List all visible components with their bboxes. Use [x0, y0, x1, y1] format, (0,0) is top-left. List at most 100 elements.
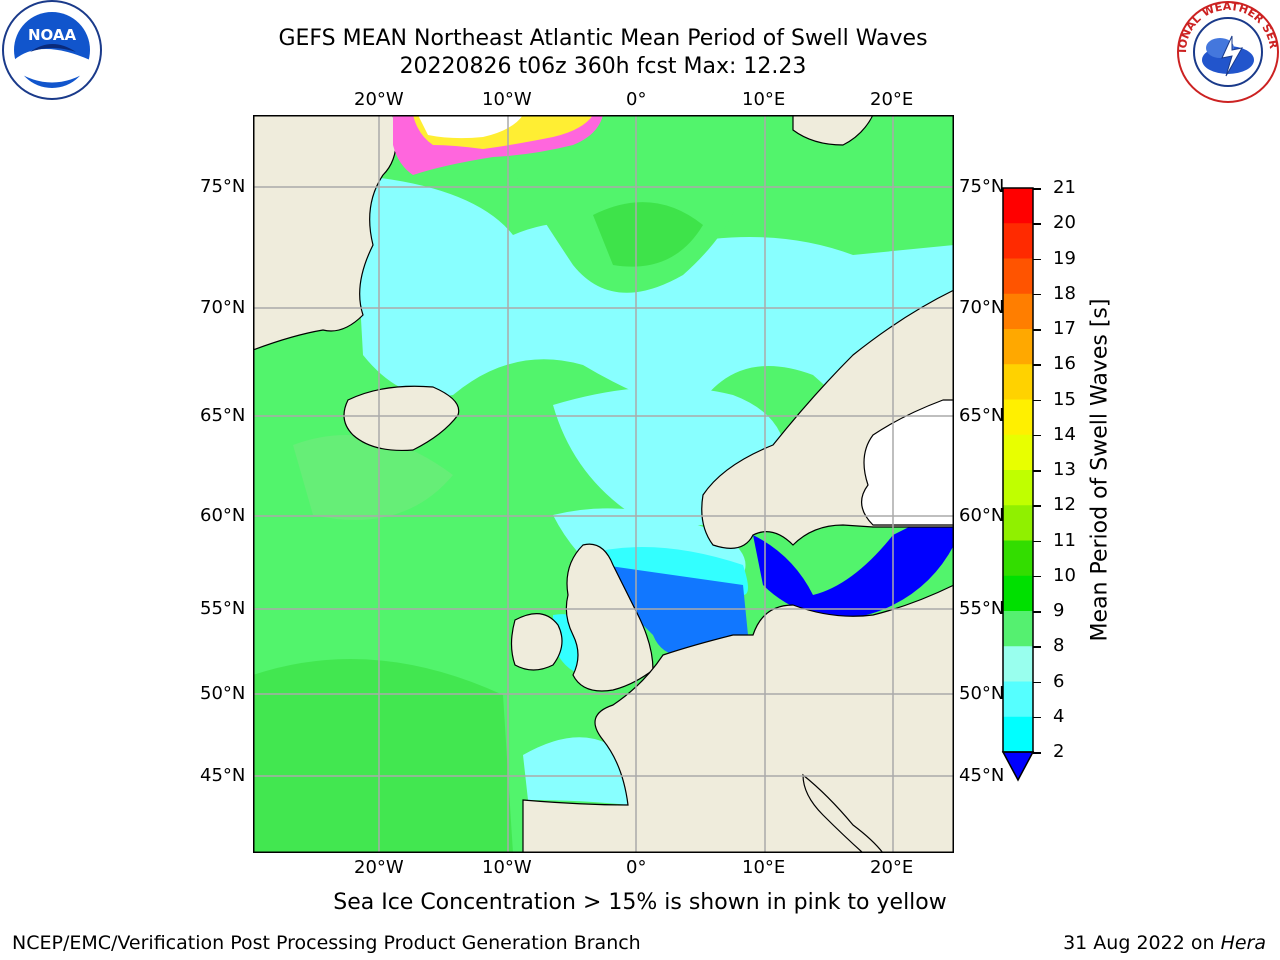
nws-logo: NATIONAL WEATHER SERVICE	[1176, 0, 1280, 103]
noaa-logo-text: NOAA	[28, 26, 77, 44]
lon-label-top-20w: 20°W	[354, 89, 404, 110]
lat-label-right-75n: 75°N	[959, 176, 1005, 197]
colorbar-tick-mark	[1033, 293, 1041, 296]
lon-label-top-10e: 10°E	[742, 89, 786, 110]
lon-label-top-10w: 10°W	[482, 89, 532, 110]
colorbar-tick-mark	[1033, 611, 1041, 613]
lat-label-left-45n: 45°N	[200, 765, 246, 786]
land-italy	[802, 773, 884, 853]
colorbar-tick-mark	[1033, 223, 1041, 225]
colorbar-tick-mark	[1033, 399, 1041, 401]
colorbar-tick-label: 14	[1053, 423, 1076, 445]
lon-label-top-20e: 20°E	[870, 89, 914, 110]
ocean-green-north	[503, 115, 746, 293]
map-frame	[253, 115, 954, 853]
colorbar-segment	[1003, 399, 1033, 436]
ocean-green-patch	[253, 659, 513, 853]
colorbar-tick-label: 9	[1053, 600, 1065, 621]
colorbar-tick-label: 21	[1053, 177, 1076, 198]
lat-label-right-60n: 60°N	[959, 505, 1005, 526]
lat-label-left-65n: 65°N	[200, 405, 246, 426]
lat-label-left-55n: 55°N	[200, 598, 246, 619]
colorbar-tick-label: 16	[1053, 353, 1076, 375]
colorbar-label: Mean Period of Swell Waves [s]	[1087, 298, 1113, 642]
colorbar-segment	[1003, 505, 1033, 541]
lon-label-bottom-20e: 20°E	[870, 857, 914, 878]
footer-host: Hera	[1220, 932, 1266, 954]
lat-label-left-70n: 70°N	[200, 297, 246, 318]
colorbar-tick-label: 13	[1053, 459, 1076, 480]
map-panel	[253, 115, 954, 853]
colorbar-segment	[1003, 329, 1033, 365]
colorbar-tick-mark	[1033, 505, 1041, 507]
sea-ice-white	[418, 115, 523, 139]
land-svalbard	[792, 115, 874, 146]
sea-ice-caption: Sea Ice Concentration > 15% is shown in …	[333, 890, 947, 915]
colorbar-segment	[1003, 258, 1033, 295]
lon-label-bottom-10e: 10°E	[742, 857, 786, 878]
footer-date-text: 31 Aug 2022 on	[1063, 932, 1221, 954]
colorbar-tick-mark	[1033, 329, 1041, 331]
colorbar-segment	[1003, 470, 1033, 506]
ocean-cyan-biscay	[523, 737, 633, 805]
colorbar-tick-mark	[1033, 716, 1041, 719]
colorbar-segment	[1003, 716, 1033, 753]
colorbar-tick-label: 12	[1053, 494, 1076, 516]
colorbar-tick-label: 6	[1053, 670, 1065, 692]
lat-label-left-75n: 75°N	[200, 176, 246, 197]
colorbar-tick-mark	[1033, 575, 1041, 578]
land-great-britain	[565, 543, 654, 692]
colorbar-tick-label: 10	[1053, 564, 1076, 586]
land-europe	[522, 584, 954, 853]
lat-label-right-65n: 65°N	[959, 405, 1005, 426]
colorbar-tick-label: 2	[1053, 741, 1065, 762]
colorbar-tick-label: 20	[1053, 212, 1076, 234]
colorbar-segment	[1003, 364, 1033, 400]
chart-title: GEFS MEAN Northeast Atlantic Mean Period…	[278, 26, 928, 51]
lat-label-right-55n: 55°N	[959, 598, 1005, 619]
lat-label-left-50n: 50°N	[200, 683, 246, 704]
ocean-green-north-dark	[593, 202, 703, 267]
colorbar-extend-arrow	[1001, 751, 1035, 782]
colorbar-segment	[1003, 681, 1033, 718]
graticule	[253, 115, 954, 853]
lon-label-bottom-0: 0°	[626, 857, 647, 878]
footer-date: 31 Aug 2022 on Hera	[1063, 932, 1266, 954]
colorbar-segment	[1003, 223, 1033, 259]
land-iceland	[343, 385, 460, 452]
colorbar-segment	[1003, 611, 1033, 647]
lat-label-right-45n: 45°N	[959, 765, 1005, 786]
colorbar-tick-label: 8	[1053, 635, 1065, 657]
colorbar-tick-label: 4	[1053, 705, 1065, 727]
colorbar-tick-mark	[1033, 681, 1041, 683]
colorbar-tick-mark	[1033, 752, 1041, 754]
colorbar-tick-label: 11	[1053, 529, 1076, 551]
lon-label-bottom-20w: 20°W	[354, 857, 404, 878]
colorbar-segment	[1003, 434, 1033, 471]
colorbar-tick-mark	[1033, 646, 1041, 648]
colorbar-tick-label: 18	[1053, 282, 1076, 304]
colorbar-segment	[1003, 188, 1033, 224]
noaa-logo: NOAA	[2, 0, 102, 100]
colorbar-tick-mark	[1033, 364, 1041, 366]
lon-label-top-0: 0°	[626, 89, 647, 110]
colorbar-tick-mark	[1033, 258, 1041, 260]
colorbar-tick-label: 17	[1053, 318, 1076, 339]
footer-credit: NCEP/EMC/Verification Post Processing Pr…	[12, 932, 641, 954]
colorbar	[1001, 187, 1035, 782]
ocean-cyan-north	[353, 175, 954, 535]
ocean-blue-northsea	[603, 565, 748, 656]
colorbar-segment	[1003, 575, 1033, 612]
ocean-light-green-patch	[293, 435, 453, 520]
colorbar-tick-label: 19	[1053, 247, 1076, 269]
colorbar-tick-mark	[1033, 434, 1041, 437]
chart-subtitle: 20220826 t06z 360h fcst Max: 12.23	[399, 54, 807, 79]
ocean-baltic	[753, 525, 954, 619]
lat-label-left-60n: 60°N	[200, 505, 246, 526]
lat-label-right-70n: 70°N	[959, 297, 1005, 318]
colorbar-segment	[1003, 540, 1033, 577]
colorbar-tick-mark	[1033, 470, 1041, 472]
colorbar-tick-mark	[1033, 188, 1041, 190]
colorbar-segment	[1003, 646, 1033, 682]
land-greenland	[253, 115, 397, 351]
